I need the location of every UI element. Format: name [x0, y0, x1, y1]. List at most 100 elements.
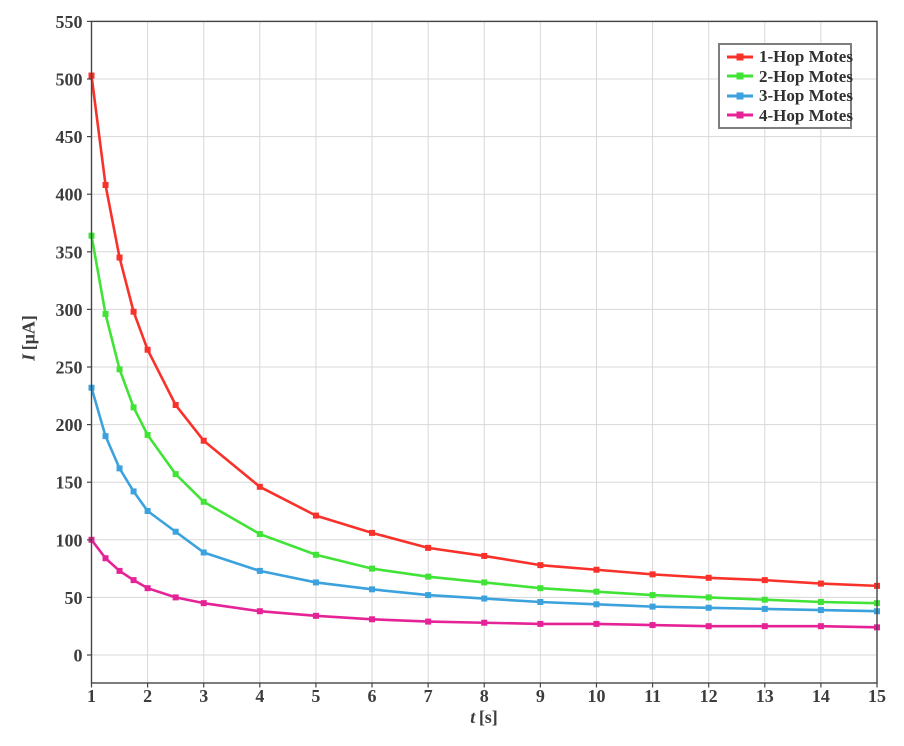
data-point-marker — [817, 599, 824, 606]
data-point-marker — [102, 311, 109, 318]
legend-item-4-hop: 4-Hop Motes — [726, 106, 853, 126]
data-point-marker — [537, 599, 544, 606]
data-point-marker — [593, 588, 600, 595]
y-tick-label: 50 — [65, 588, 83, 608]
y-axis-unit: [μA] — [18, 315, 39, 351]
data-point-marker — [200, 498, 207, 505]
series-1-hop — [88, 72, 880, 589]
y-tick-label: 450 — [56, 127, 83, 147]
y-axis-variable: I — [18, 353, 39, 361]
data-point-marker — [761, 623, 768, 630]
data-point-marker — [116, 366, 123, 373]
y-tick-label: 150 — [56, 473, 83, 493]
data-point-marker — [369, 616, 376, 623]
data-point-marker — [705, 604, 712, 611]
data-point-marker — [116, 567, 123, 574]
data-point-marker — [130, 577, 137, 584]
data-point-marker — [481, 595, 488, 602]
data-point-marker — [705, 594, 712, 601]
legend-line-sample — [727, 111, 753, 119]
data-point-marker — [172, 528, 179, 535]
axis-ticks — [87, 20, 878, 688]
data-point-marker — [593, 566, 600, 573]
y-axis-label: I [μA] — [19, 315, 40, 361]
legend-marker — [736, 72, 744, 80]
data-point-marker — [102, 433, 109, 440]
data-point-marker — [102, 555, 109, 562]
data-point-marker — [761, 605, 768, 612]
legend-label: 2-Hop Motes — [759, 66, 853, 86]
x-axis-label: t [s] — [91, 707, 877, 728]
x-tick-label: 11 — [644, 686, 661, 706]
data-point-marker — [537, 620, 544, 627]
data-point-marker — [312, 612, 319, 619]
y-tick-label: 300 — [56, 300, 83, 320]
series-2-hop — [88, 232, 880, 607]
data-point-marker — [817, 623, 824, 630]
data-point-marker — [649, 592, 656, 599]
data-point-marker — [537, 562, 544, 569]
data-point-marker — [593, 601, 600, 608]
data-point-marker — [705, 623, 712, 630]
data-point-marker — [593, 620, 600, 627]
data-point-marker — [172, 471, 179, 478]
data-point-marker — [256, 608, 263, 615]
data-point-marker — [425, 573, 432, 580]
x-axis-unit: [s] — [478, 707, 498, 727]
y-tick-label: 100 — [56, 530, 83, 550]
data-point-marker — [200, 549, 207, 556]
data-point-marker — [761, 577, 768, 584]
legend-label: 1-Hop Motes — [759, 47, 853, 67]
data-point-marker — [144, 431, 151, 438]
y-tick-label: 0 — [74, 646, 83, 666]
data-point-marker — [369, 586, 376, 593]
data-point-marker — [172, 402, 179, 409]
legend: 1-Hop Motes 2-Hop Motes 3-Hop Motes 4-Hop M… — [718, 43, 853, 129]
tick-labels: 1 2 3 4 5 6 7 8 9 10 11 12 13 14 150501001502002503003… — [56, 12, 887, 706]
data-point-marker — [130, 308, 137, 315]
x-tick-label: 1 — [87, 686, 96, 706]
data-point-marker — [200, 600, 207, 607]
data-point-marker — [130, 404, 137, 411]
data-point-marker — [200, 437, 207, 444]
legend-line-sample — [727, 53, 753, 61]
y-tick-label: 500 — [56, 70, 83, 90]
data-point-marker — [481, 552, 488, 559]
y-tick-label: 550 — [56, 12, 83, 32]
data-point-marker — [102, 181, 109, 188]
grid-lines — [91, 20, 878, 683]
data-point-marker — [817, 607, 824, 614]
data-point-marker — [761, 596, 768, 603]
data-point-marker — [312, 579, 319, 586]
x-tick-label: 5 — [311, 686, 320, 706]
legend-line-sample — [727, 92, 753, 100]
legend-label: 4-Hop Motes — [759, 105, 853, 125]
data-point-marker — [256, 531, 263, 538]
data-point-marker — [481, 579, 488, 586]
x-tick-label: 12 — [700, 686, 718, 706]
y-tick-label: 200 — [56, 415, 83, 435]
x-tick-label: 6 — [368, 686, 377, 706]
x-tick-label: 7 — [424, 686, 433, 706]
data-point-marker — [144, 508, 151, 514]
data-point-marker — [649, 603, 656, 610]
data-point-marker — [705, 574, 712, 581]
data-point-marker — [369, 565, 376, 572]
data-point-marker — [256, 567, 263, 574]
data-point-marker — [144, 585, 151, 592]
data-point-marker — [116, 254, 123, 261]
x-tick-label: 10 — [587, 686, 605, 706]
x-tick-label: 15 — [868, 686, 886, 706]
data-point-marker — [312, 512, 319, 519]
x-tick-label: 2 — [143, 686, 152, 706]
y-tick-label: 400 — [56, 185, 83, 205]
data-point-marker — [817, 580, 824, 587]
data-point-marker — [130, 488, 137, 495]
data-point-marker — [116, 465, 123, 472]
data-point-marker — [649, 571, 656, 578]
data-point-marker — [144, 346, 151, 353]
x-tick-label: 4 — [255, 686, 264, 706]
x-tick-label: 8 — [480, 686, 489, 706]
legend-marker — [736, 92, 744, 100]
